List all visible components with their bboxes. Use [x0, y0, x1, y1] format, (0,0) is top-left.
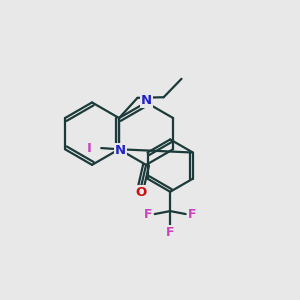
- Text: F: F: [188, 208, 197, 220]
- Text: N: N: [141, 94, 152, 107]
- Text: N: N: [115, 144, 126, 157]
- Text: F: F: [166, 226, 174, 239]
- Text: F: F: [144, 208, 152, 220]
- Text: O: O: [135, 186, 147, 199]
- Text: I: I: [87, 142, 92, 154]
